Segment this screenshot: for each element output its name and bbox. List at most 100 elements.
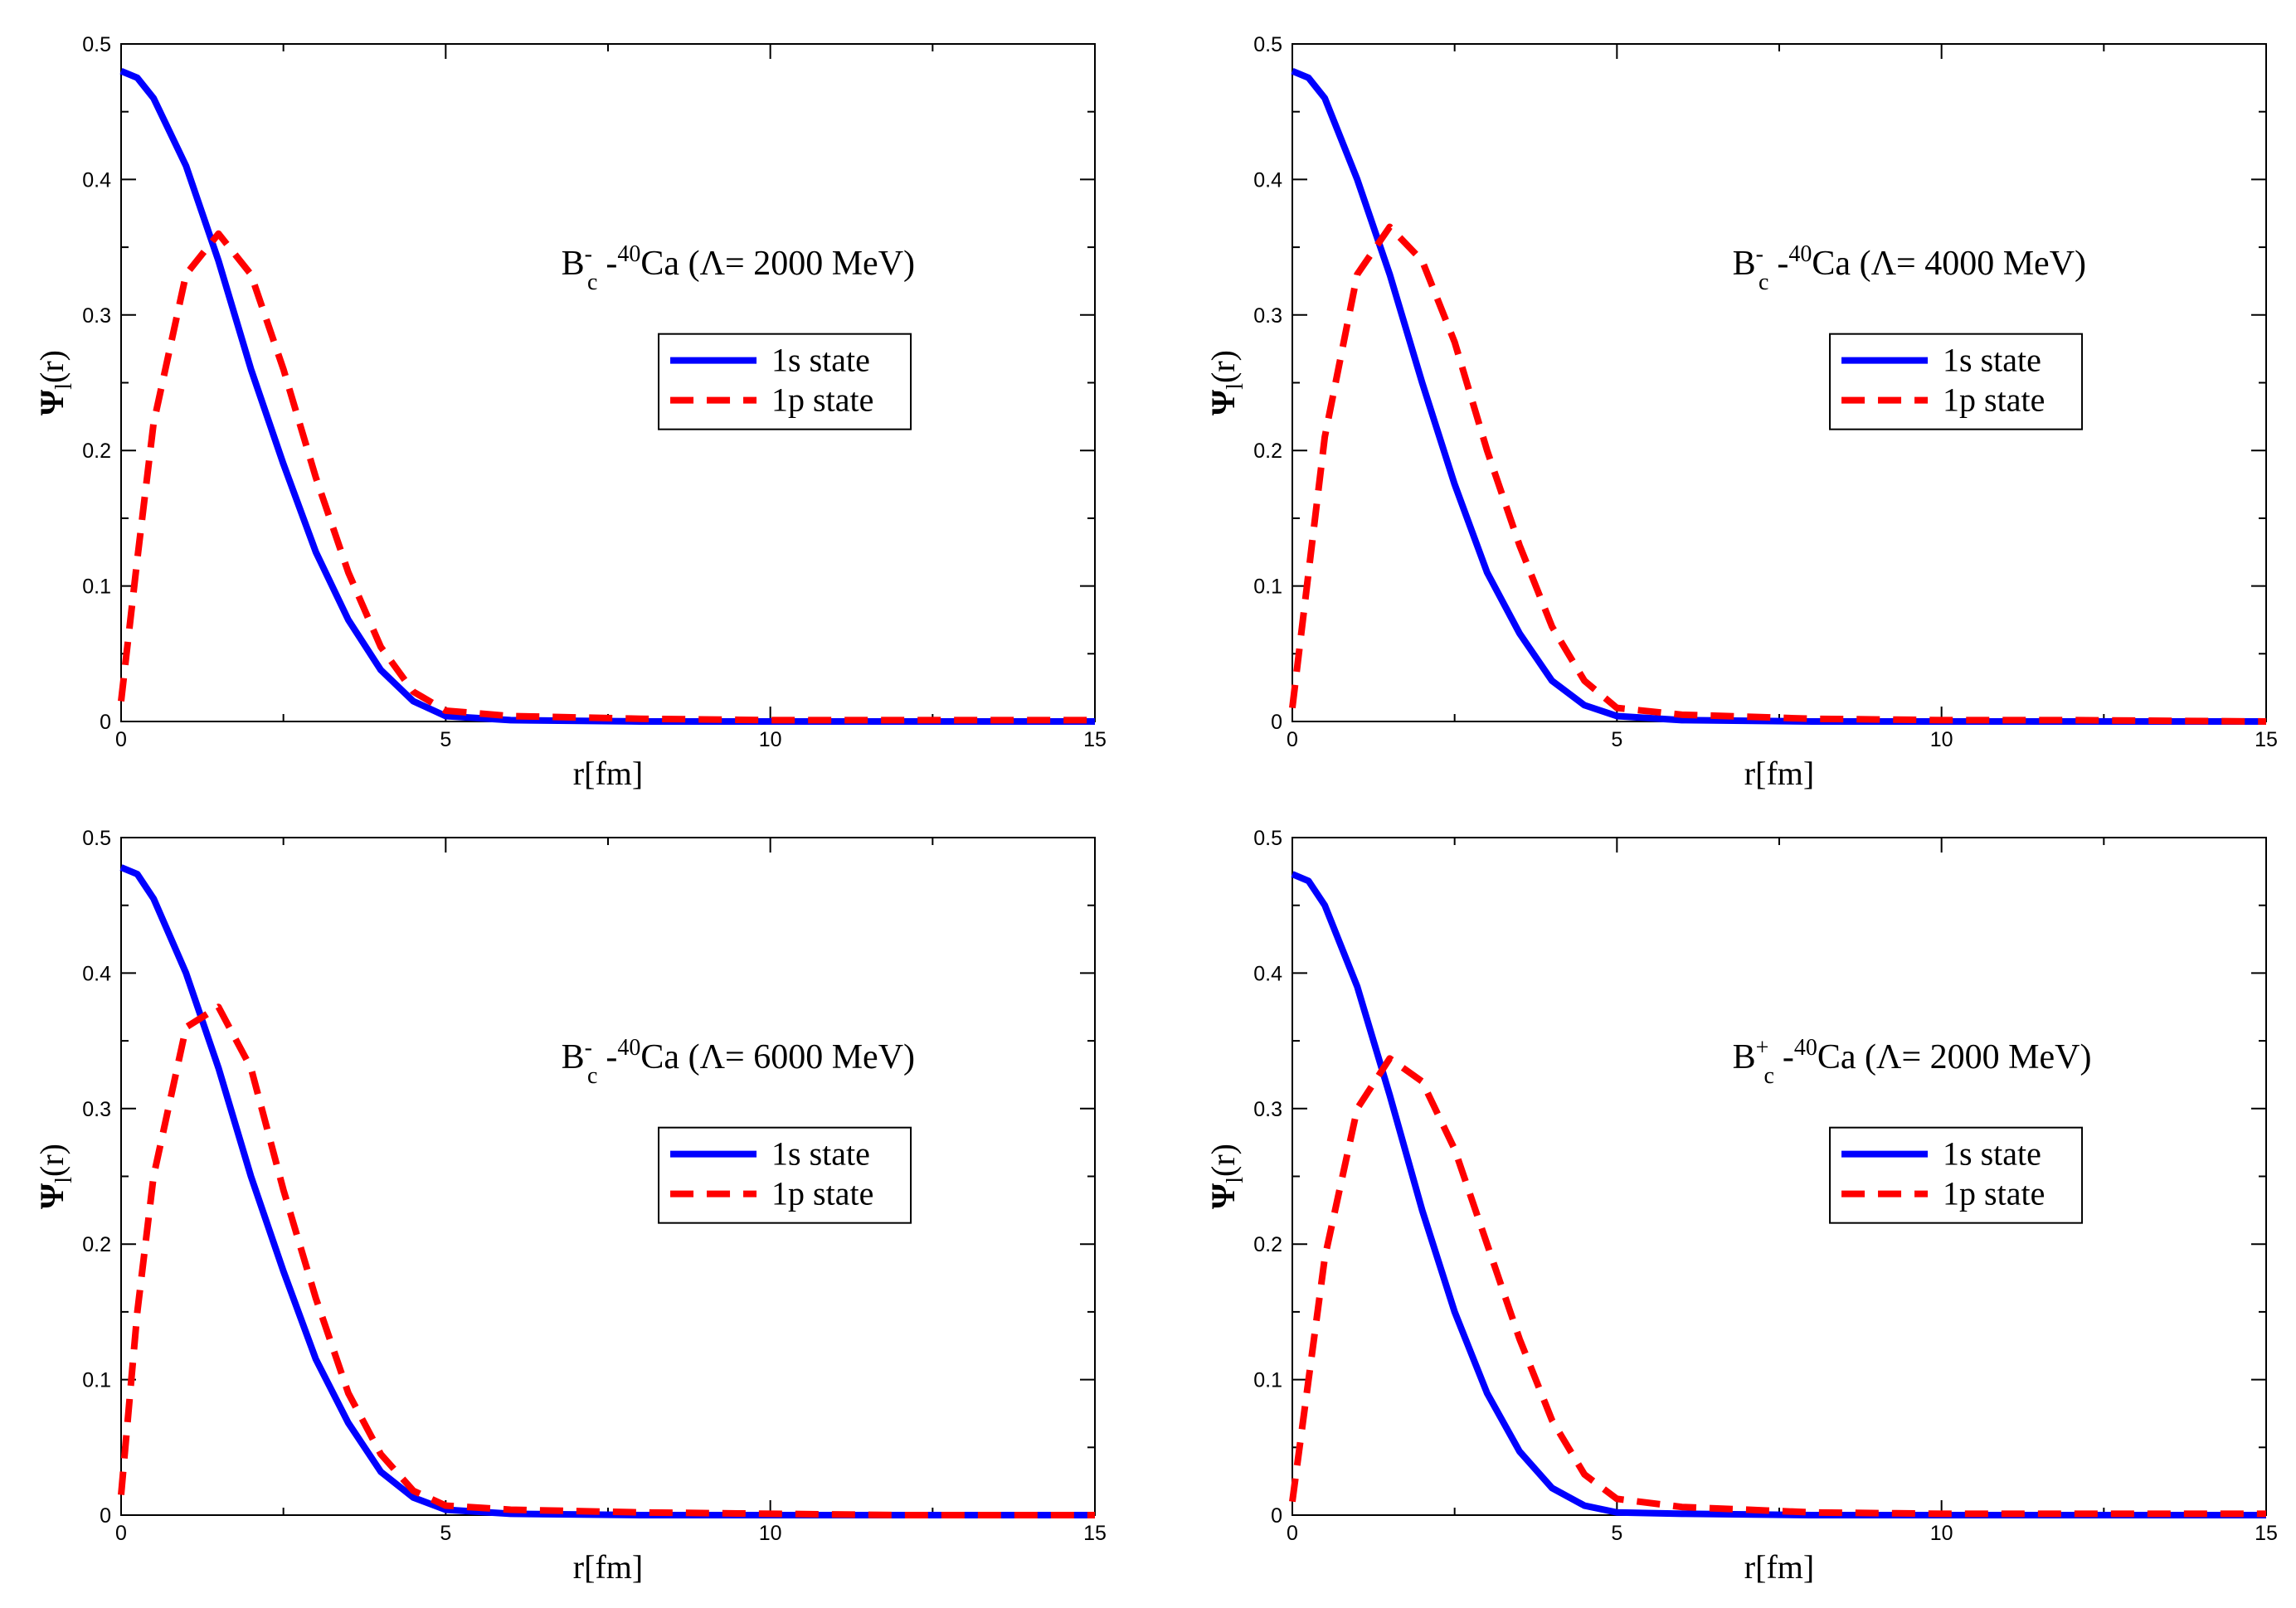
y-axis-label: Ψl(r) xyxy=(1204,350,1248,415)
x-tick-label: 0 xyxy=(1287,728,1298,751)
y-label-rest: (r) xyxy=(33,350,71,383)
legend-label: 1p state xyxy=(1943,1175,2045,1212)
series-line xyxy=(1291,67,2266,725)
y-label-main: Ψ xyxy=(1204,1183,1242,1209)
y-label-main: Ψ xyxy=(33,389,71,415)
y-tick-label: 0.4 xyxy=(1253,168,1282,192)
y-label-main: Ψ xyxy=(33,1183,71,1209)
y-label-sub: l xyxy=(51,383,77,390)
annotation-iso: 40 xyxy=(617,1035,640,1061)
x-axis-label: r[fm] xyxy=(1744,1548,1814,1586)
annotation-iso: 40 xyxy=(1788,241,1812,267)
annotation-base: B xyxy=(562,1038,585,1076)
y-tick-label: 0.2 xyxy=(82,440,111,463)
y-label-sub: l xyxy=(51,1177,77,1183)
series-line xyxy=(1289,1055,2266,1518)
legend-label: 1s state xyxy=(1943,342,2041,379)
y-tick-label: 0.2 xyxy=(1253,1233,1282,1256)
x-tick-label: 15 xyxy=(1083,728,1107,751)
x-tick-label: 10 xyxy=(759,1522,782,1545)
y-tick-label: 0.1 xyxy=(82,1369,111,1392)
y-tick-label: 0.3 xyxy=(82,304,111,328)
annotation-rest: Ca (Λ= 2000 MeV) xyxy=(1817,1038,2092,1076)
annotation-mid: - xyxy=(606,1038,617,1076)
annotation-base: B xyxy=(1733,1038,1756,1076)
annotation-sub: c xyxy=(1763,1063,1773,1089)
y-tick-label: 0.5 xyxy=(1253,33,1282,56)
x-tick-label: 5 xyxy=(440,728,451,751)
y-label-main: Ψ xyxy=(1204,389,1242,415)
legend-label: 1s state xyxy=(771,342,870,379)
y-tick-label: 0.1 xyxy=(1253,1369,1282,1392)
y-tick-label: 0.1 xyxy=(1253,576,1282,599)
x-tick-label: 5 xyxy=(1611,728,1622,751)
x-tick-label: 0 xyxy=(1287,1522,1298,1545)
x-tick-label: 15 xyxy=(2255,1522,2278,1545)
x-tick-label: 10 xyxy=(1930,728,1953,751)
annotation-base: B xyxy=(1733,245,1756,283)
y-label-rest: (r) xyxy=(33,1144,71,1177)
y-tick-label: 0.5 xyxy=(82,827,111,850)
annotation-rest: Ca (Λ= 4000 MeV) xyxy=(1812,245,2086,283)
y-tick-label: 0.5 xyxy=(82,33,111,56)
y-axis-label: Ψl(r) xyxy=(33,1144,77,1209)
y-label-sub: l xyxy=(1223,383,1248,390)
y-tick-label: 0.4 xyxy=(1253,962,1282,985)
annotation-rest: Ca (Λ= 2000 MeV) xyxy=(640,245,915,283)
y-label-rest: (r) xyxy=(1204,350,1242,383)
plot-frame xyxy=(1292,43,2267,722)
series-line xyxy=(1291,871,2266,1518)
legend-box xyxy=(1829,1126,2084,1224)
panel: 0 5 10 15 0 0.1 0.2 0.3 0.4 0.5 r[fm] Ψl(r) B+ c -40Ca… xyxy=(1204,827,2278,1586)
panel: 0 5 10 15 0 0.1 0.2 0.3 0.4 0.5 r[fm] Ψl(r) B-c -40Ca… xyxy=(1204,33,2278,792)
annotation-iso: 40 xyxy=(617,241,640,267)
annotation-sub: c xyxy=(587,270,597,295)
plot-frame xyxy=(120,837,1096,1516)
y-axis-label: Ψl(r) xyxy=(1204,1144,1248,1209)
annotation-mid: - xyxy=(1777,245,1788,283)
y-axis-label: Ψl(r) xyxy=(33,350,77,415)
plot-frame xyxy=(1292,837,2267,1516)
y-tick-label: 0 xyxy=(100,711,111,734)
y-tick-label: 0 xyxy=(1271,711,1282,734)
x-axis-label: r[fm] xyxy=(573,1548,643,1586)
plot-frame xyxy=(120,43,1096,722)
series-line xyxy=(118,230,1095,724)
y-tick-label: 0.5 xyxy=(1253,827,1282,850)
annotation: B-c -40Ca (Λ= 4000 MeV) xyxy=(1733,241,2086,295)
annotation-sup: - xyxy=(585,1035,592,1061)
series-line xyxy=(118,1003,1095,1518)
x-tick-label: 15 xyxy=(2255,728,2278,751)
annotation-sub: c xyxy=(587,1063,597,1089)
annotation: B+ c -40Ca (Λ= 2000 MeV) xyxy=(1733,1035,2092,1089)
x-tick-label: 5 xyxy=(1611,1522,1622,1545)
series-line xyxy=(119,67,1095,725)
x-tick-label: 0 xyxy=(115,1522,127,1545)
legend-box xyxy=(658,1126,912,1224)
series-line xyxy=(119,864,1095,1518)
legend-box xyxy=(658,333,912,430)
annotation-sup: - xyxy=(1756,241,1763,267)
annotation-sup: - xyxy=(585,241,592,267)
y-tick-label: 0.3 xyxy=(82,1098,111,1121)
legend-box xyxy=(1829,333,2084,430)
legend-label: 1s state xyxy=(1943,1135,2041,1173)
x-axis-label: r[fm] xyxy=(573,755,643,792)
y-tick-label: 0.1 xyxy=(82,576,111,599)
y-tick-label: 0 xyxy=(100,1504,111,1528)
y-tick-label: 0.3 xyxy=(1253,304,1282,328)
annotation-iso: 40 xyxy=(1794,1035,1817,1061)
y-tick-label: 0 xyxy=(1271,1504,1282,1528)
y-tick-label: 0.2 xyxy=(82,1233,111,1256)
legend-label: 1p state xyxy=(771,1175,873,1212)
x-axis-label: r[fm] xyxy=(1744,755,1814,792)
x-tick-label: 15 xyxy=(1083,1522,1107,1545)
y-tick-label: 0.3 xyxy=(1253,1098,1282,1121)
annotation-sup: + xyxy=(1756,1035,1769,1061)
annotation-base: B xyxy=(562,245,585,283)
legend-label: 1p state xyxy=(1943,381,2045,419)
y-tick-label: 0.2 xyxy=(1253,440,1282,463)
y-label-sub: l xyxy=(1223,1177,1248,1183)
annotation: B-c -40Ca (Λ= 2000 MeV) xyxy=(562,241,915,295)
